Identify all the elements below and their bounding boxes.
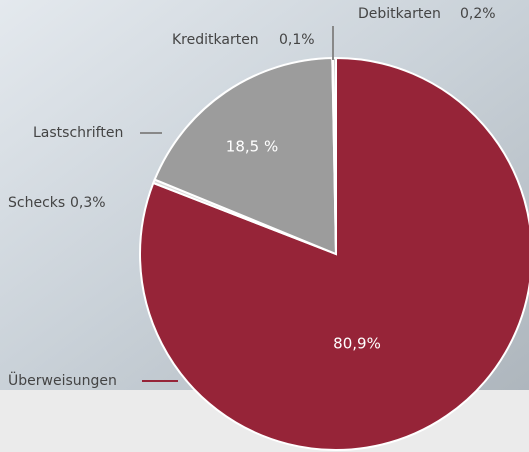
slice-name: Lastschriften [33,125,123,141]
value-label: 0,3% [70,195,106,211]
value-label: 18,5 % [226,138,278,156]
slice-name: Schecks [8,195,65,211]
value-label: 80,9% [333,335,381,353]
slice-name: Überweisungen [8,371,117,389]
chart: Überweisungen 80,9% Schecks 0,3% Lastschrift… [0,0,529,452]
value-label: 0,2% [460,6,496,22]
slice-name: Kreditkarten [172,32,259,48]
value-label: 0,1% [279,32,315,48]
pie [140,58,529,450]
slice-name: Debitkarten [358,6,441,22]
page: Überweisungen 80,9% Schecks 0,3% Lastschrift… [0,0,529,452]
